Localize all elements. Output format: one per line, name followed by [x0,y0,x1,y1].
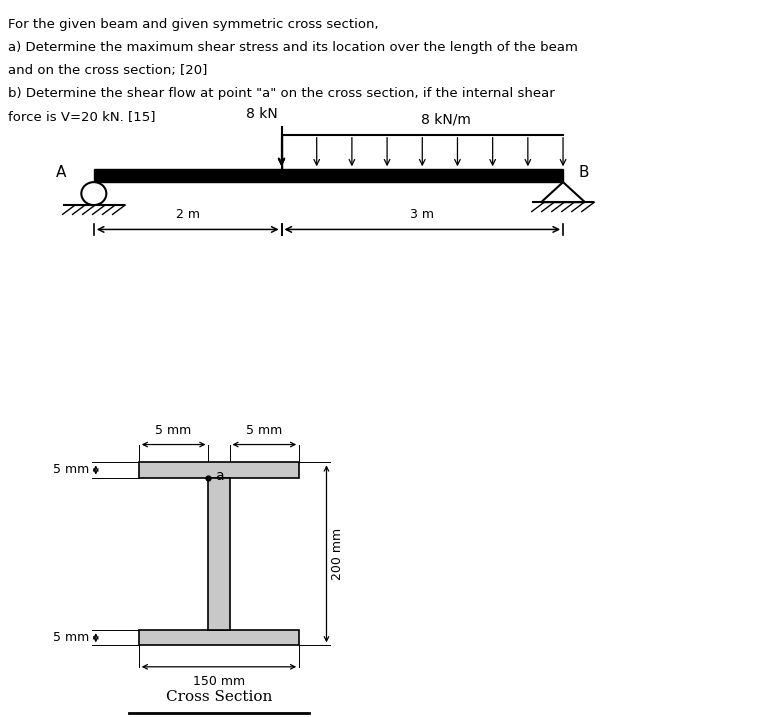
Circle shape [81,182,106,205]
Text: 2 m: 2 m [176,208,199,221]
Text: b) Determine the shear flow at point "a" on the cross section, if the internal s: b) Determine the shear flow at point "a"… [8,87,554,100]
Text: A: A [56,165,66,179]
Bar [139,462,300,478]
Text: and on the cross section; [20]: and on the cross section; [20] [8,64,207,77]
Text: Cross Section: Cross Section [166,690,272,704]
Bar [94,169,563,182]
Text: 8 kN: 8 kN [246,107,278,121]
Bar [208,478,230,630]
Text: For the given beam and given symmetric cross section,: For the given beam and given symmetric c… [8,18,378,31]
Text: 5 mm: 5 mm [53,631,90,645]
Text: 3 m: 3 m [411,208,434,221]
Text: 150 mm: 150 mm [193,675,245,688]
Bar [139,630,300,645]
Text: 5 mm: 5 mm [53,463,90,477]
Text: 8 kN/m: 8 kN/m [421,112,471,126]
Text: a: a [214,469,224,483]
Text: 5 mm: 5 mm [246,424,282,437]
Text: a) Determine the maximum shear stress and its location over the length of the be: a) Determine the maximum shear stress an… [8,41,578,54]
Text: B: B [579,165,589,179]
Text: 200 mm: 200 mm [332,528,344,580]
Text: force is V=20 kN. [15]: force is V=20 kN. [15] [8,110,156,123]
Text: 5 mm: 5 mm [156,424,192,437]
